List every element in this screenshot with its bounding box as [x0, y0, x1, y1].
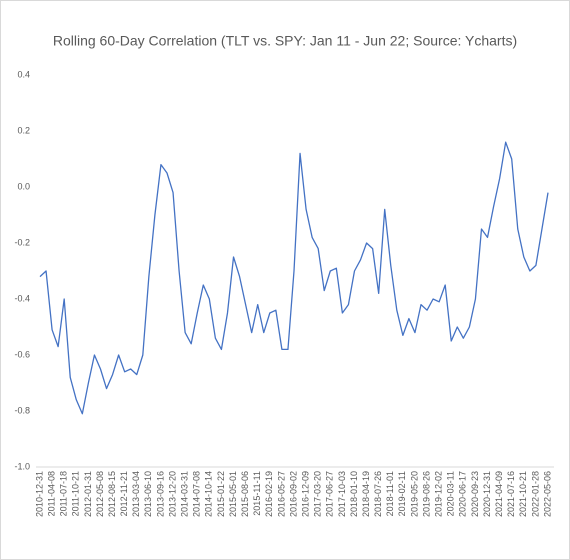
x-tick-label: 2020-06-17	[458, 471, 468, 517]
x-tick-label: 2011-07-18	[59, 471, 69, 516]
x-tick-label: 2019-02-11	[397, 471, 407, 516]
x-tick-label: 2018-01-10	[349, 471, 359, 517]
y-tick-label: -0.8	[14, 405, 30, 415]
x-tick-label: 2017-06-27	[325, 471, 335, 517]
x-tick-label: 2017-10-03	[337, 471, 347, 517]
x-tick-label: 2014-03-31	[180, 471, 190, 517]
x-tick-label: 2018-11-01	[385, 471, 395, 516]
x-tick-label: 2012-01-31	[83, 471, 93, 517]
y-tick-label: -0.2	[14, 237, 30, 247]
y-tick-label: 0.2	[17, 125, 30, 135]
x-tick-label: 2011-10-21	[71, 471, 81, 516]
x-tick-label: 2015-08-06	[240, 471, 250, 517]
y-tick-label: -0.4	[14, 293, 30, 303]
x-tick-label: 2020-03-11	[446, 471, 456, 516]
x-tick-label: 2021-07-16	[506, 471, 516, 517]
x-tick-label: 2014-10-14	[204, 471, 214, 517]
x-tick-label: 2016-09-02	[288, 471, 298, 517]
y-tick-label: -1.0	[14, 461, 30, 471]
x-tick-label: 2019-05-20	[409, 471, 419, 517]
x-tick-label: 2020-09-23	[470, 471, 480, 517]
x-tick-label: 2018-07-26	[373, 471, 383, 517]
x-tick-label: 2012-05-08	[95, 471, 105, 517]
x-tick-label: 2013-03-04	[131, 471, 141, 517]
x-tick-label: 2013-06-10	[143, 471, 153, 517]
x-tick-label: 2015-11-11	[252, 471, 262, 516]
x-tick-label: 2013-12-20	[167, 471, 177, 517]
x-tick-label: 2012-11-21	[119, 471, 129, 516]
x-tick-label: 2012-08-15	[107, 471, 117, 517]
x-tick-label: 2013-09-16	[155, 471, 165, 517]
x-tick-label: 2021-04-09	[494, 471, 504, 517]
x-tick-label: 2020-12-31	[482, 471, 492, 517]
x-tick-label: 2017-03-20	[313, 471, 323, 517]
y-tick-label: 0.0	[17, 181, 30, 191]
x-tick-label: 2010-12-31	[34, 471, 44, 517]
x-tick-label: 2022-05-06	[542, 471, 552, 517]
line-series	[39, 141, 549, 415]
x-tick-label: 2015-01-22	[216, 471, 226, 517]
x-tick-label: 2016-05-27	[276, 471, 286, 517]
x-tick-label: 2018-04-19	[361, 471, 371, 517]
y-tick-label: -0.6	[14, 349, 30, 359]
x-tick-label: 2021-10-21	[518, 471, 528, 517]
x-tick-label: 2016-02-19	[264, 471, 274, 517]
x-tick-label: 2019-12-02	[434, 471, 444, 517]
chart-title: Rolling 60-Day Correlation (TLT vs. SPY:…	[53, 33, 517, 49]
x-tick-label: 2011-04-08	[46, 471, 56, 516]
x-tick-label: 2016-12-09	[300, 471, 310, 517]
x-tick-label: 2022-01-28	[530, 471, 540, 517]
x-tick-label: 2014-07-08	[192, 471, 202, 517]
x-tick-label: 2015-05-01	[228, 471, 238, 517]
x-tick-label: 2019-08-26	[421, 471, 431, 517]
y-tick-label: 0.4	[17, 69, 30, 79]
